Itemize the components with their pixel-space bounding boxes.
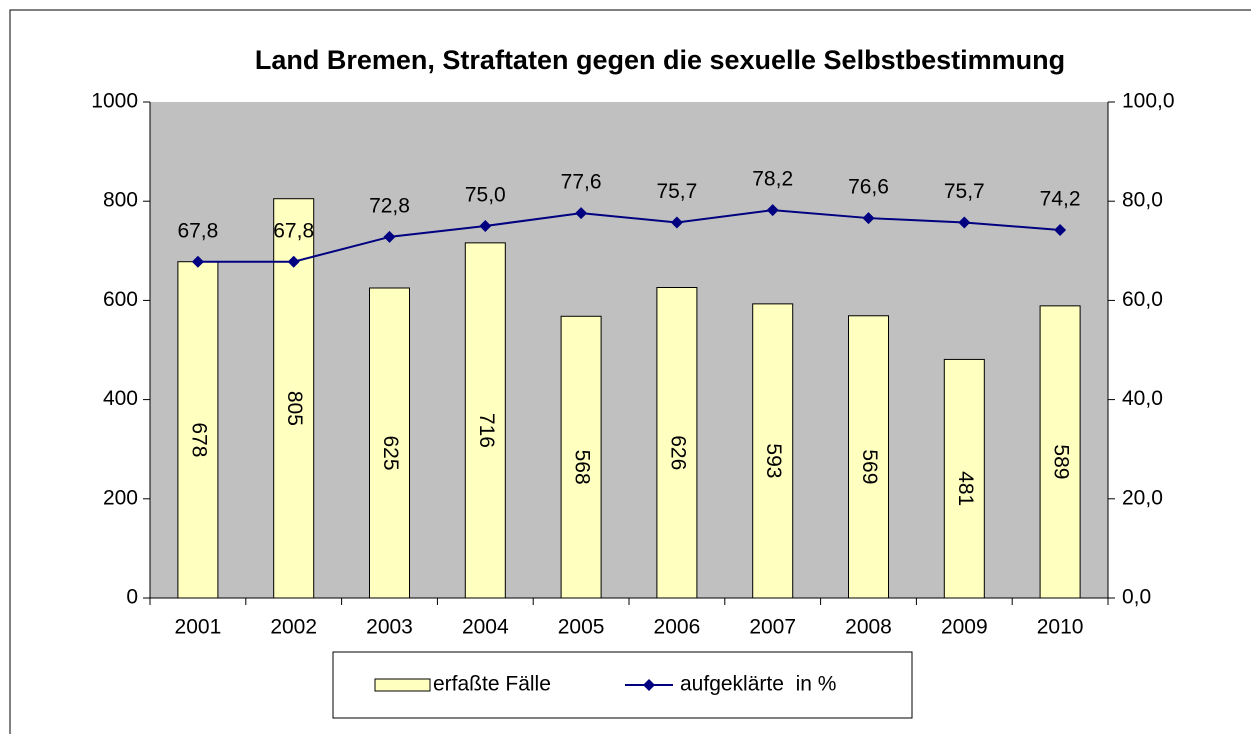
bar: [560, 315, 602, 599]
bar: [1039, 305, 1081, 599]
y-tick-label: 0: [126, 586, 138, 609]
line-value-label: 75,7: [944, 180, 985, 203]
line-value-label: 75,0: [465, 184, 506, 207]
bar: [943, 358, 985, 599]
y-tick-label: 1000: [91, 90, 138, 113]
y-tick-label: 600: [103, 288, 138, 311]
line-value-label: 74,2: [1040, 188, 1081, 211]
bar: [369, 287, 410, 599]
line-value-label: 72,8: [369, 194, 410, 217]
line-marker: [575, 207, 588, 220]
bar-value-label: 589: [1050, 444, 1073, 479]
x-tick-label: 2001: [175, 616, 222, 639]
line-marker: [287, 255, 300, 268]
bar-value-label: 678: [187, 422, 210, 457]
bar-value-label: 593: [762, 443, 785, 478]
line-marker: [191, 255, 204, 268]
line-value-label: 78,2: [752, 168, 793, 191]
y2-tick-label: 0,0: [1122, 586, 1151, 609]
y2-tick-label: 20,0: [1122, 486, 1163, 509]
line-value-label: 76,6: [848, 176, 889, 199]
x-tick-label: 2010: [1037, 616, 1084, 639]
bar-value-label: 716: [475, 413, 498, 448]
line-value-label: 75,7: [656, 180, 697, 203]
legend-label: erfaßte Fälle: [433, 673, 551, 696]
line-marker: [862, 212, 875, 225]
line-value-label: 67,8: [177, 219, 218, 242]
y-tick-label: 800: [103, 189, 138, 212]
legend-marker: [643, 679, 655, 691]
line-marker: [1054, 223, 1067, 236]
line-value-label: 77,6: [561, 171, 602, 194]
line-marker: [479, 220, 492, 232]
y2-tick-label: 100,0: [1122, 90, 1175, 113]
bar-value-label: 625: [379, 435, 402, 470]
line-marker: [670, 216, 683, 229]
x-tick-label: 2006: [654, 616, 701, 639]
y-tick-label: 400: [103, 387, 138, 410]
x-tick-label: 2007: [749, 616, 796, 639]
bar: [464, 242, 506, 599]
bar-value-label: 626: [666, 435, 689, 470]
chart-title: Land Bremen, Straftaten gegen die sexuel…: [255, 45, 1065, 75]
x-tick-label: 2002: [270, 616, 317, 639]
bar-value-label: 569: [858, 449, 881, 484]
bar: [752, 303, 794, 599]
x-tick-label: 2003: [366, 616, 413, 639]
line-marker: [766, 204, 779, 217]
bar-value-label: 481: [954, 471, 977, 506]
x-tick-label: 2008: [845, 616, 892, 639]
legend-swatch: [374, 678, 431, 692]
line-marker: [383, 230, 396, 243]
bar: [848, 315, 889, 599]
y2-tick-label: 40,0: [1122, 387, 1163, 410]
y2-tick-label: 60,0: [1122, 288, 1163, 311]
legend-label: aufgeklärte in %: [680, 673, 836, 696]
line-marker: [958, 216, 971, 229]
bar-value-label: 568: [571, 450, 594, 485]
x-tick-label: 2005: [558, 616, 605, 639]
line: [197, 209, 1061, 263]
y2-tick-label: 80,0: [1122, 189, 1163, 212]
x-tick-label: 2009: [941, 616, 988, 639]
y-tick-label: 200: [103, 486, 138, 509]
bar-value-label: 805: [283, 391, 306, 426]
bar: [656, 287, 698, 599]
line-value-label: 67,8: [273, 219, 314, 242]
x-tick-label: 2004: [462, 616, 509, 639]
